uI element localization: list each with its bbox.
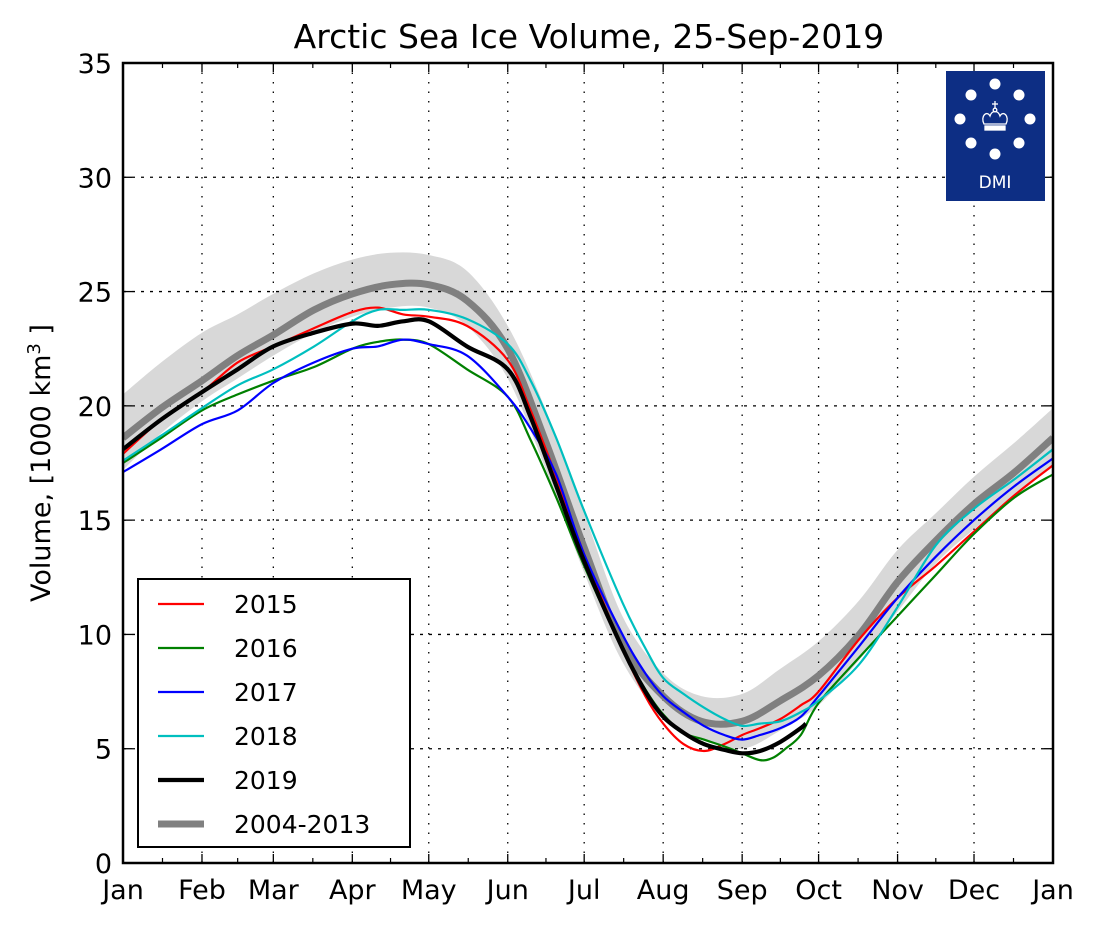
y-tick-label: 0	[95, 849, 112, 880]
x-tick-label: Apr	[329, 875, 377, 906]
x-tick-label: Jun	[485, 875, 529, 906]
y-tick-label: 10	[78, 620, 112, 651]
y-tick-label: 5	[95, 735, 112, 766]
legend-label: 2018	[234, 722, 298, 751]
logo-dots	[954, 78, 1036, 160]
y-tick-label: 15	[78, 506, 112, 537]
chart-title: Arctic Sea Ice Volume, 25-Sep-2019	[294, 17, 885, 56]
x-tick-label: Oct	[795, 875, 842, 906]
legend-label: 2015	[234, 590, 298, 619]
x-tick-label: Jan	[100, 875, 144, 906]
crown-icon	[982, 101, 1008, 131]
x-tick-label: Jul	[566, 875, 601, 906]
legend-label: 2016	[234, 634, 298, 663]
logo-dot	[965, 137, 977, 149]
x-axis-tick-labels: Jan Feb Mar Apr May Jun Jul Aug Sep Oct Nov Dec Jan	[100, 875, 1074, 906]
y-axis-label: Volume, [1000 km3 ]	[24, 324, 57, 602]
legend-label: 2004-2013	[234, 810, 370, 839]
y-axis-label-suffix: ]	[26, 324, 57, 343]
logo-text: DMI	[979, 173, 1012, 193]
logo-dot	[954, 113, 966, 125]
x-tick-label: Jan	[1030, 875, 1074, 906]
logo-dot	[1013, 89, 1025, 101]
x-tick-label: Mar	[248, 875, 300, 906]
logo-dot	[989, 148, 1001, 160]
legend-item-2004-2013: 2004-2013	[158, 810, 370, 839]
series-line-2004-2013	[123, 279, 1053, 728]
legend-label: 2017	[234, 678, 298, 707]
series-layer	[123, 279, 1053, 762]
legend-item-2019: 2019	[158, 766, 298, 795]
series-line-2018	[123, 307, 1053, 728]
logo-dot	[989, 78, 1001, 90]
series-line-2017	[123, 338, 1053, 741]
legend-label: 2019	[234, 766, 298, 795]
x-tick-label: Nov	[871, 875, 924, 906]
series-line-2019	[123, 317, 808, 756]
y-axis-label-main: Volume, [1000 km	[26, 355, 57, 602]
legend: 2015 2016 2017 2018 2019 2004-2013	[137, 578, 411, 848]
y-axis-label-superscript: 3	[24, 343, 45, 354]
legend-item-2015: 2015	[158, 590, 298, 619]
legend-item-2017: 2017	[158, 678, 298, 707]
y-tick-label: 30	[78, 163, 112, 194]
x-tick-label: Aug	[637, 875, 690, 906]
logo-dot	[965, 89, 977, 101]
plot-frame	[121, 61, 1055, 865]
y-axis-tick-labels: 0 5 10 15 20 25 30 35	[78, 49, 112, 880]
x-tick-label: May	[401, 875, 457, 906]
dmi-logo-background	[946, 71, 1045, 201]
grid-layer	[123, 63, 1053, 863]
legend-box	[137, 578, 411, 848]
x-tick-label: Feb	[178, 875, 226, 906]
x-tick-label: Dec	[948, 875, 1000, 906]
logo-dot	[1013, 137, 1025, 149]
logo-dot	[1024, 113, 1036, 125]
legend-item-2016: 2016	[158, 634, 298, 663]
legend-item-2018: 2018	[158, 722, 298, 751]
y-tick-label: 20	[78, 392, 112, 423]
y-tick-label: 25	[78, 278, 112, 309]
dmi-logo: DMI	[946, 71, 1045, 201]
x-tick-label: Sep	[717, 875, 768, 906]
y-tick-label: 35	[78, 49, 112, 80]
